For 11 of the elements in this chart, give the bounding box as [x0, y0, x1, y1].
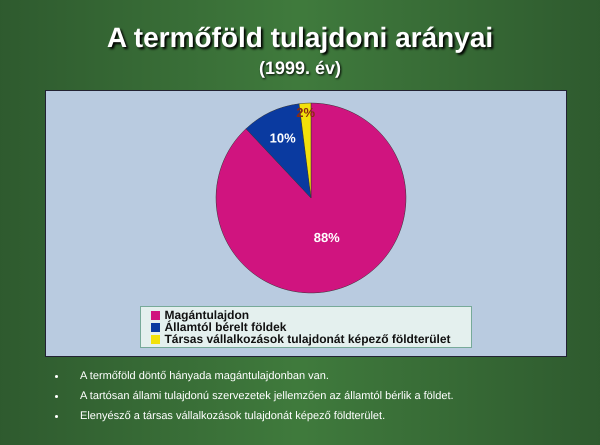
chart-title: A termőföld tulajdoni arányai — [106, 22, 494, 54]
text: A termőföld döntő hányada magántulajdonban van. — [80, 370, 329, 382]
legend-label: Államtól bérelt földek — [164, 320, 286, 334]
text: A tartósan állami tulajdonú szervezetek jellemzően az államtól bérlik a földet. — [80, 390, 454, 402]
pie-slice — [216, 102, 406, 294]
data-label: 88% — [314, 230, 340, 246]
chart-subtitle: (1999. év) — [258, 58, 342, 79]
text: Elenyésző a társas vállalkozások tulajdonát képező földterület. — [80, 410, 386, 422]
data-label: 10% — [270, 130, 296, 146]
legend-label: Társas vállalkozások tulajdonát képező földterület — [164, 332, 451, 346]
legend-label: Magántulajdon — [164, 308, 250, 322]
